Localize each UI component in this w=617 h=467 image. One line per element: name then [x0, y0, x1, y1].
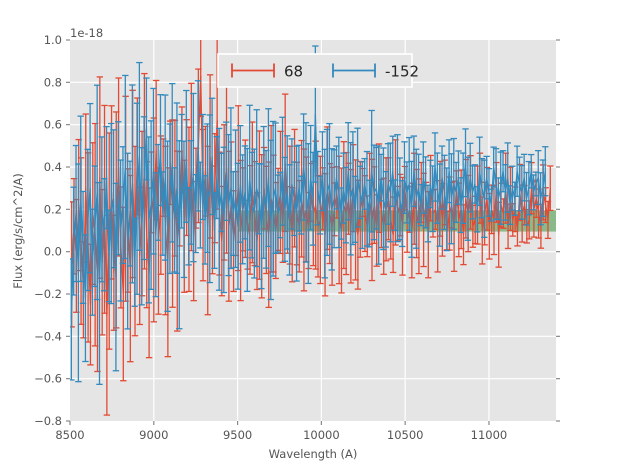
- legend-label--152: -152: [385, 63, 419, 81]
- x-tick-label: 9000: [139, 428, 168, 442]
- legend[interactable]: 68 -152: [217, 53, 419, 88]
- x-tick-label: 9500: [223, 428, 252, 442]
- series-line--152: [70, 113, 546, 320]
- y-tick-label: −0.4: [34, 329, 62, 343]
- y-tick-label: −0.2: [34, 287, 62, 301]
- legend-entry-68[interactable]: 68: [231, 63, 303, 81]
- y-axis-offset-exponent: 1e-18: [70, 26, 103, 40]
- series--152[interactable]: [68, 0, 553, 386]
- y-tick-label: −0.8: [34, 414, 62, 428]
- data-series-group[interactable]: [68, 0, 554, 416]
- x-tick-label: 10500: [387, 428, 424, 442]
- axis-ticks: [66, 39, 560, 425]
- axis-tick-labels: 8500 9000 9500 10000 10500 11000 −0.8 −0.6 −0.4 −…: [34, 33, 507, 442]
- y-tick-label: −0.6: [34, 372, 62, 386]
- legend-label-68: 68: [284, 63, 303, 81]
- y-axis-title: Flux (erg/s/cm^2/A): [11, 173, 25, 288]
- y-tick-label: 0.0: [44, 245, 62, 259]
- y-tick-label: 0.8: [44, 75, 62, 89]
- legend-entry--152[interactable]: -152: [332, 63, 419, 81]
- x-tick-label: 10000: [303, 428, 340, 442]
- y-tick-label: 0.6: [44, 118, 62, 132]
- x-tick-label: 11000: [471, 428, 508, 442]
- y-tick-label: 1.0: [44, 33, 62, 47]
- x-tick-label: 8500: [55, 428, 84, 442]
- x-axis-title: Wavelength (A): [269, 447, 358, 461]
- y-tick-label: 0.4: [44, 160, 62, 174]
- y-tick-label: 0.2: [44, 202, 62, 216]
